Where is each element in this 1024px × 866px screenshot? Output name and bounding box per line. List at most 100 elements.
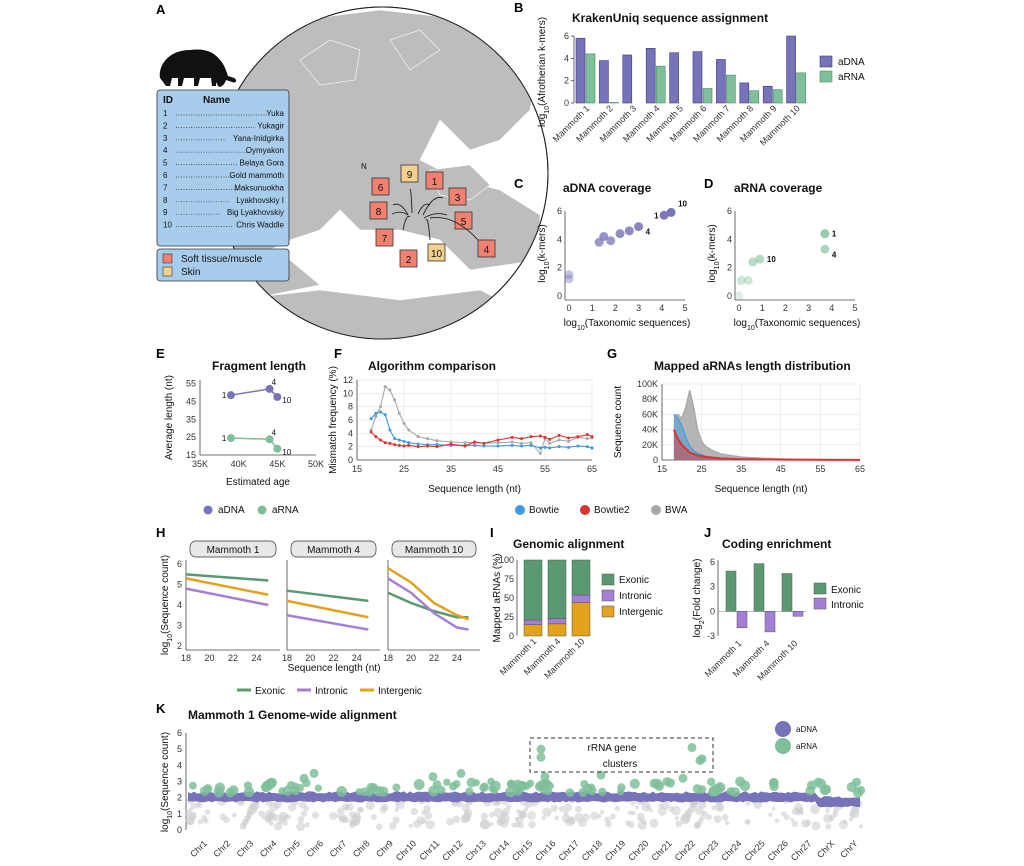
panel-b-legend-adna: aDNA <box>838 57 865 68</box>
panel-k-arna-point <box>190 802 198 810</box>
panel-k-arna-point <box>713 815 722 824</box>
panel-f-point <box>567 445 570 449</box>
panel-f-point <box>590 446 594 450</box>
panel-k-arna-point <box>243 786 255 798</box>
north-label: N <box>361 162 367 171</box>
panel-e-ytick: 55 <box>186 379 196 389</box>
panel-e-ylabel: Average length (nt) <box>164 375 175 460</box>
panelD-xlabel: log10(Taxonomic sequences) <box>734 318 861 332</box>
table-row-name: Belaya Gora <box>240 159 285 168</box>
panel-k-chromosome-label: Chr2 <box>211 838 232 859</box>
table-row-name: Yukagir <box>257 121 284 130</box>
panel-j-letter: J <box>704 525 711 540</box>
panel-k-title: Mammoth 1 Genome-wide alignment <box>188 708 397 722</box>
panel-h-facet-strip <box>189 540 277 558</box>
panel-k-arna-point <box>519 810 527 819</box>
panel-h-xtick: 18 <box>282 653 292 663</box>
panel-g-ytick: 40K <box>642 425 658 435</box>
panelD-ylabel: log10(k-mers) <box>707 224 721 282</box>
panel-k-arna-point <box>724 820 730 826</box>
panel-k-arna-point <box>846 781 857 793</box>
panel-b-bar <box>786 35 796 104</box>
panel-k-arna-point <box>480 812 488 821</box>
panel-k-arna-point <box>574 812 584 823</box>
panel-k-arna-point <box>714 802 725 812</box>
panel-i-ylabel: Mapped aRNAs (%) <box>492 554 503 643</box>
panel-j-bar <box>725 570 737 612</box>
panel-f-point <box>449 442 453 446</box>
panel-f-point <box>482 441 486 445</box>
panel-f-point <box>529 441 533 445</box>
panel-k-arna-point <box>558 805 566 813</box>
panel-k-arna-point <box>697 754 707 764</box>
panel-k-arna-point <box>493 807 503 818</box>
panel-k-chromosome-label: ChrY <box>838 838 860 860</box>
panel-f-point <box>393 443 397 447</box>
panel-f-point <box>388 428 392 432</box>
panel-k-arna-point <box>705 814 712 821</box>
panel-f-point <box>388 388 392 392</box>
panel-k-arna-point <box>366 782 376 793</box>
panel-f-point <box>567 439 570 443</box>
panel-e-point-label: 4 <box>272 378 277 387</box>
panel-f-point <box>543 435 547 439</box>
land-south <box>229 289 541 339</box>
table-row-name: Big Lyakhovskiy <box>227 208 284 217</box>
panel-k-arna-point <box>596 813 602 819</box>
panel-f-point <box>416 445 420 449</box>
panel-k-arna-point <box>425 820 435 830</box>
panel-k-arna-point <box>328 811 338 821</box>
panel-i-bar-segment <box>571 602 591 637</box>
panel-k-arna-point <box>708 785 720 797</box>
panel-k-arna-point <box>687 743 697 753</box>
panel-e-letter: E <box>156 346 165 361</box>
panel-k-arna-point <box>791 807 799 816</box>
panel-k-ytick: 2 <box>177 793 182 803</box>
panel-f-point <box>548 441 552 445</box>
panel-j-bar <box>781 573 793 612</box>
panel-f-legend-dot <box>580 505 590 515</box>
panelD-xtick: 2 <box>783 303 788 313</box>
panelC-ytick: 2 <box>557 263 562 273</box>
panel-f-point <box>538 446 542 450</box>
table-row-id: 7 <box>163 183 168 192</box>
table-row-id: 9 <box>163 208 168 217</box>
table-row-name: Lyakhovskiy I <box>236 196 284 205</box>
panel-e-ytick: 25 <box>186 432 196 442</box>
panel-k-arna-point <box>528 820 536 829</box>
panel-h-xtick: 22 <box>328 653 338 663</box>
panel-k-arna-point <box>214 782 226 793</box>
panel-k-arna-point <box>300 810 308 817</box>
legend-soft-label: Soft tissue/muscle <box>181 254 263 265</box>
panelD-point-label: 1 <box>832 230 837 239</box>
panel-k-arna-point <box>424 811 433 820</box>
panel-e-point <box>265 435 274 444</box>
panelC-title: aDNA coverage <box>563 181 652 195</box>
panel-f-line <box>370 411 593 449</box>
table-header-id: ID <box>163 95 173 106</box>
panel-f-point <box>374 435 378 439</box>
panel-k-legend-arna: aRNA <box>796 742 818 751</box>
panel-b-bar <box>739 82 750 104</box>
panel-k-arna-point <box>197 818 204 825</box>
panel-k-arna-point <box>421 809 427 816</box>
panelD-ytick: 0 <box>727 291 732 301</box>
panel-g-ylabel: Sequence count <box>613 386 624 459</box>
panel-k-arna-point <box>856 786 866 795</box>
panel-e-legend-adna-dot <box>203 505 213 515</box>
panel-i-letter: I <box>490 525 494 540</box>
panel-k-arna-point <box>565 817 575 827</box>
panel-h-xtick: 24 <box>352 653 362 663</box>
panel-k-arna-point <box>268 820 274 827</box>
panel-k-arna-point <box>694 821 701 828</box>
panel-k-arna-point <box>296 822 306 832</box>
panel-k-ytick: 4 <box>177 760 182 770</box>
panel-f-point <box>407 441 411 445</box>
panel-h-line <box>286 589 369 603</box>
panel-i-ytick: 100 <box>499 555 514 565</box>
panel-h-xtick: 22 <box>429 653 439 663</box>
panel-k-arna-point <box>496 800 501 806</box>
panel-j-ytick: 0 <box>710 606 715 616</box>
panel-f-point <box>402 421 406 425</box>
panel-f-point <box>463 444 467 448</box>
